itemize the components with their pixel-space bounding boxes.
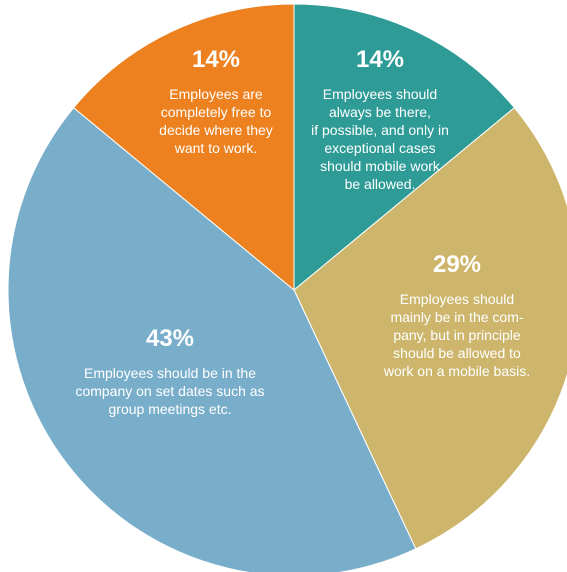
slice-2-description: Employees should mainly be in the com-pan…	[383, 291, 530, 379]
slice-3-percent-label: 43%	[146, 325, 194, 352]
pie-slice-2	[293, 106, 567, 550]
slice-3-description-line: Employees should be in the	[84, 365, 256, 381]
slice-4-percent-label: 14%	[192, 46, 240, 73]
slice-2-description-line: Employees should	[400, 291, 514, 307]
slice-4-description-line: decide where they	[159, 122, 273, 138]
slice-2-description-line: work on a mobile basis.	[383, 363, 530, 379]
slice-2-description-line: pany, but in principle	[393, 327, 521, 343]
slice-2-percent-label: 29%	[433, 251, 481, 278]
pie-slices	[7, 3, 567, 572]
slice-3-description-line: company on set dates such as	[75, 383, 264, 399]
slice-1-description-line: should mobile work	[320, 158, 441, 174]
slice-4-description: Employees are completely free to decide wh…	[159, 86, 273, 156]
slice-1-description-line: always be there,	[329, 104, 431, 120]
slice-2-description-line: should be allowed to	[393, 345, 521, 361]
slice-4-description-line: want to work.	[174, 140, 257, 156]
pie-slice-4	[72, 3, 295, 292]
slice-1-description-line: be allowed.	[345, 176, 416, 192]
slice-3-description-line: group meetings etc.	[109, 401, 232, 417]
slice-1-description-line: if possible, and only in	[311, 122, 449, 138]
slice-4-description-line: completely free to	[161, 104, 272, 120]
slice-1-percent-label: 14%	[356, 46, 404, 73]
pie-labels: 14% Employees should always be there, if po…	[75, 46, 530, 417]
slice-2-description-line: mainly be in the com-	[390, 309, 523, 325]
pie-slice-1	[293, 3, 516, 292]
pie-slice-3	[7, 106, 417, 572]
slice-1-description-line: Employees should	[323, 86, 437, 102]
slice-4-description-line: Employees are	[169, 86, 263, 102]
slice-3-description: Employees should be in the company on set…	[75, 365, 264, 417]
slice-1-description-line: exceptional cases	[324, 140, 435, 156]
slice-1-description: Employees should always be there, if possi…	[311, 86, 449, 192]
